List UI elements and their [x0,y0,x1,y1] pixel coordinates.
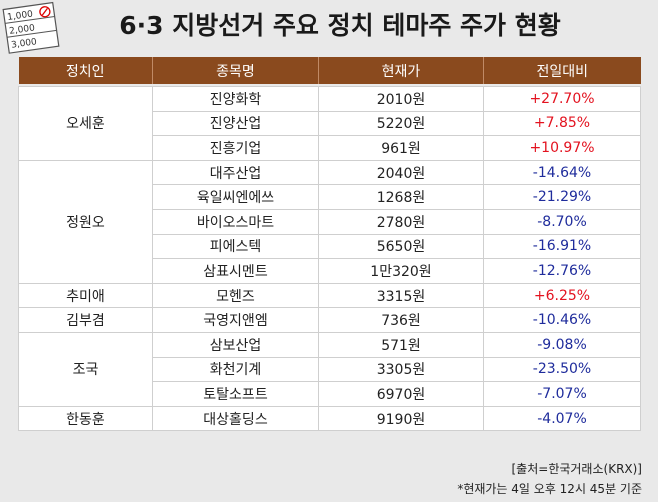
table-row: 김부겸 국영지앤엠 736원 -10.46% [18,307,641,333]
ballot-icon: 1,000 2,000 3,000 [2,1,60,54]
price-cell: 3315원 [318,282,484,309]
politician-cell: 한동훈 [18,405,153,432]
column-header: 전일대비 [483,57,641,84]
stock-name-cell: 국영지앤엠 [152,307,319,333]
change-cell: -10.46% [483,307,641,333]
table-row: 삼표시멘트 1만320원 -12.76% [19,258,641,284]
column-header: 현재가 [318,57,484,84]
change-cell: -8.70% [483,208,641,235]
stock-name-cell: 피에스텍 [152,233,319,260]
column-header: 종목명 [152,57,319,84]
price-cell: 5650원 [318,233,484,260]
price-cell: 961원 [318,135,484,161]
table-body: 오세훈 진양화학 2010원 +27.70% 진양산업 5220원 +7.85% 진흥기업 96… [18,84,641,432]
price-cell: 736원 [318,307,484,333]
stock-name-cell: 삼보산업 [152,331,319,358]
price-cell: 2010원 [318,86,484,112]
stock-name-cell: 화천기계 [152,356,319,383]
icon-label: 2,000 [9,23,36,37]
change-cell: -14.64% [483,159,641,186]
price-cell: 571원 [318,331,484,358]
change-cell: -12.76% [483,258,641,284]
politician-cell: 정원오 [18,159,153,284]
stock-name-cell: 모헨즈 [152,282,319,309]
change-cell: -9.08% [483,331,641,358]
politician-cell: 오세훈 [18,86,153,161]
title: 6·3 지방선거 주요 정치 테마주 주가 현황 [119,11,561,40]
change-cell: -7.07% [483,381,641,407]
change-cell: -4.07% [483,405,641,432]
price-cell: 9190원 [318,405,484,432]
table-row: 추미애 모헨즈 3315원 +6.25% [18,282,641,309]
politician-cell: 김부겸 [18,307,153,333]
price-cell: 1268원 [318,184,484,210]
stock-name-cell: 진양산업 [152,110,319,137]
politician-cell: 추미애 [18,282,153,309]
politician-cell: 조국 [18,331,153,407]
table-row: 진흥기업 961원 +10.97% [19,135,641,161]
change-cell: +27.70% [483,86,641,112]
table-row: 정원오 대주산업 2040원 -14.64% [18,159,641,284]
icon-label: 3,000 [11,37,38,51]
table-row: 진양산업 5220원 +7.85% [19,110,641,137]
source: [출처=한국거래소(KRX)] [511,462,643,476]
header-row: 정치인 종목명 현재가 전일대비 [18,57,641,84]
stock-name-cell: 진흥기업 [152,135,319,161]
table-row: 화천기계 3305원 -23.50% [19,356,641,383]
stock-name-cell: 육일씨엔에쓰 [152,184,319,210]
change-cell: -23.50% [483,356,641,383]
table-row: 조국 삼보산업 571원 -9.08% [18,331,641,407]
change-cell: +6.25% [483,282,641,309]
table-row: 오세훈 진양화학 2010원 +27.70% [18,86,641,161]
stock-name-cell: 삼표시멘트 [152,258,319,284]
change-cell: -21.29% [483,184,641,210]
price-cell: 1만320원 [318,258,484,284]
price-cell: 5220원 [318,110,484,137]
stock-name-cell: 바이오스마트 [152,208,319,235]
table-row: 토탈소프트 6970원 -7.07% [19,381,641,407]
change-cell: +7.85% [483,110,641,137]
stock-table: 정치인 종목명 현재가 전일대비 오세훈 진양화학 2010원 +27.70% 진양산업 522… [18,57,641,432]
price-cell: 3305원 [318,356,484,383]
table-row: 바이오스마트 2780원 -8.70% [19,208,641,235]
stock-name-cell: 토탈소프트 [152,381,319,407]
stock-name-cell: 진양화학 [152,86,319,112]
stock-name-cell: 대상홀딩스 [152,405,319,432]
note: *현재가는 4일 오후 12시 45분 기준 [457,482,642,496]
price-cell: 6970원 [318,381,484,407]
column-header: 정치인 [65,63,105,80]
price-cell: 2780원 [318,208,484,235]
change-cell: -16.91% [483,233,641,260]
price-cell: 2040원 [318,159,484,186]
icon-label: 1,000 [7,9,34,23]
table-row: 한동훈 대상홀딩스 9190원 -4.07% [18,405,641,432]
stock-name-cell: 대주산업 [152,159,319,186]
change-cell: +10.97% [483,135,641,161]
